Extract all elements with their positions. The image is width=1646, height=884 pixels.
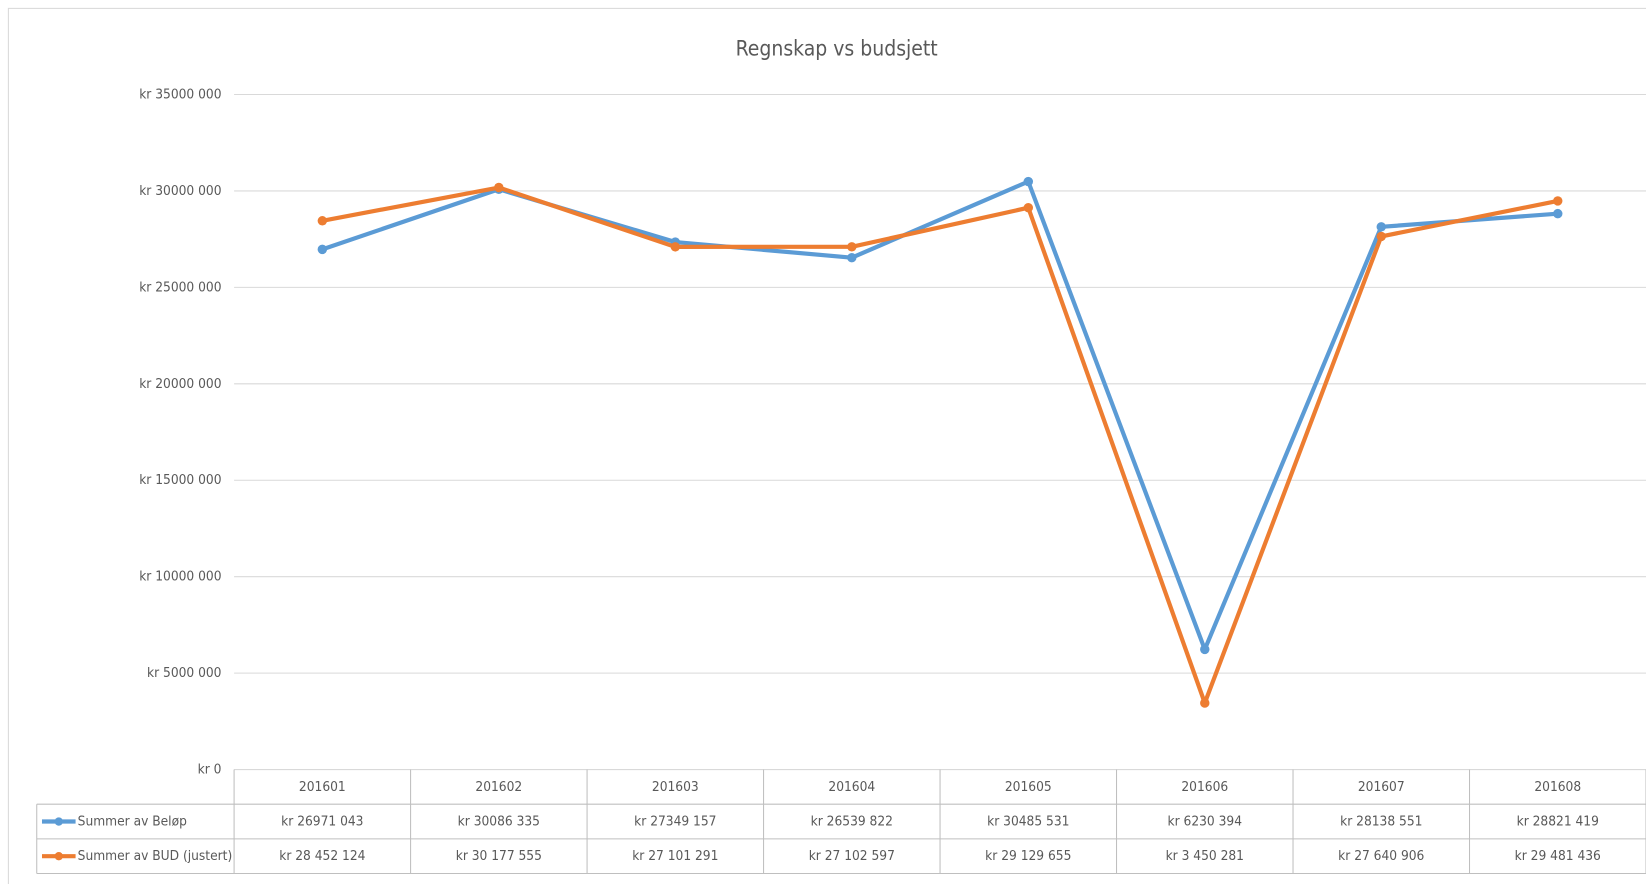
x-tick-label: 201607 (1358, 779, 1405, 795)
legend-label: Summer av BUD (justert) (78, 848, 233, 864)
point (1553, 208, 1563, 219)
data-table-value: kr 27 640 906 (1338, 848, 1424, 864)
point (1023, 176, 1034, 187)
x-tick-label: 201605 (1005, 779, 1052, 795)
y-tick-label: kr 0 (198, 762, 222, 778)
x-tick-label: 201606 (1181, 779, 1228, 795)
data-table-value: kr 27349 157 (634, 814, 716, 830)
y-tick-label: kr 35000 000 (139, 86, 221, 102)
data-table-value: kr 6230 394 (1168, 814, 1243, 830)
point (1023, 202, 1034, 213)
data-table-value: kr 29 129 655 (985, 848, 1071, 864)
data-table-value: kr 28 452 124 (279, 848, 365, 864)
point (847, 252, 857, 263)
data-table-value: kr 26539 822 (811, 814, 893, 830)
data-table-value: kr 3 450 281 (1166, 848, 1244, 864)
point (670, 242, 681, 252)
data-table-value: kr 30086 335 (458, 814, 540, 830)
x-tick-label: 201601 (299, 779, 346, 795)
y-tick-label: kr 5000 000 (147, 665, 221, 681)
data-table-value: kr 27 101 291 (632, 848, 718, 864)
x-tick-label: 201602 (475, 779, 522, 795)
y-tick-label: kr 15000 000 (139, 472, 221, 488)
x-tick-label: 201608 (1534, 779, 1581, 795)
series-line (321, 185, 1559, 706)
point (317, 244, 328, 255)
point (1553, 196, 1563, 206)
point (1200, 644, 1210, 655)
point (847, 242, 857, 252)
y-tick-label: kr 30000 000 (139, 183, 221, 199)
legend-marker (54, 817, 63, 826)
chart-title: Regnskap vs budsjett (736, 36, 938, 60)
x-tick-label: 201604 (828, 779, 875, 795)
legend-label: Summer av Beløp (78, 814, 187, 830)
data-table-value: kr 26971 043 (281, 814, 363, 830)
y-tick-label: kr 10000 000 (139, 569, 221, 585)
data-table-value: kr 29 481 436 (1515, 848, 1601, 864)
y-tick-label: kr 25000 000 (139, 279, 221, 295)
data-table-value: kr 27 102 597 (809, 848, 895, 864)
data-table-value: kr 28138 551 (1340, 814, 1422, 830)
chart-frame (7, 7, 1646, 884)
point (317, 216, 328, 226)
point (494, 182, 504, 193)
point (1376, 222, 1386, 232)
y-tick-label: kr 20000 000 (139, 376, 221, 392)
data-table-value: kr 30 177 555 (456, 848, 542, 864)
legend-marker (54, 851, 63, 861)
data-table-value: kr 30485 531 (987, 814, 1069, 830)
data-table-value: kr 28821 419 (1517, 814, 1599, 830)
point (1200, 698, 1210, 708)
x-tick-label: 201603 (652, 779, 699, 795)
point (1376, 231, 1386, 242)
